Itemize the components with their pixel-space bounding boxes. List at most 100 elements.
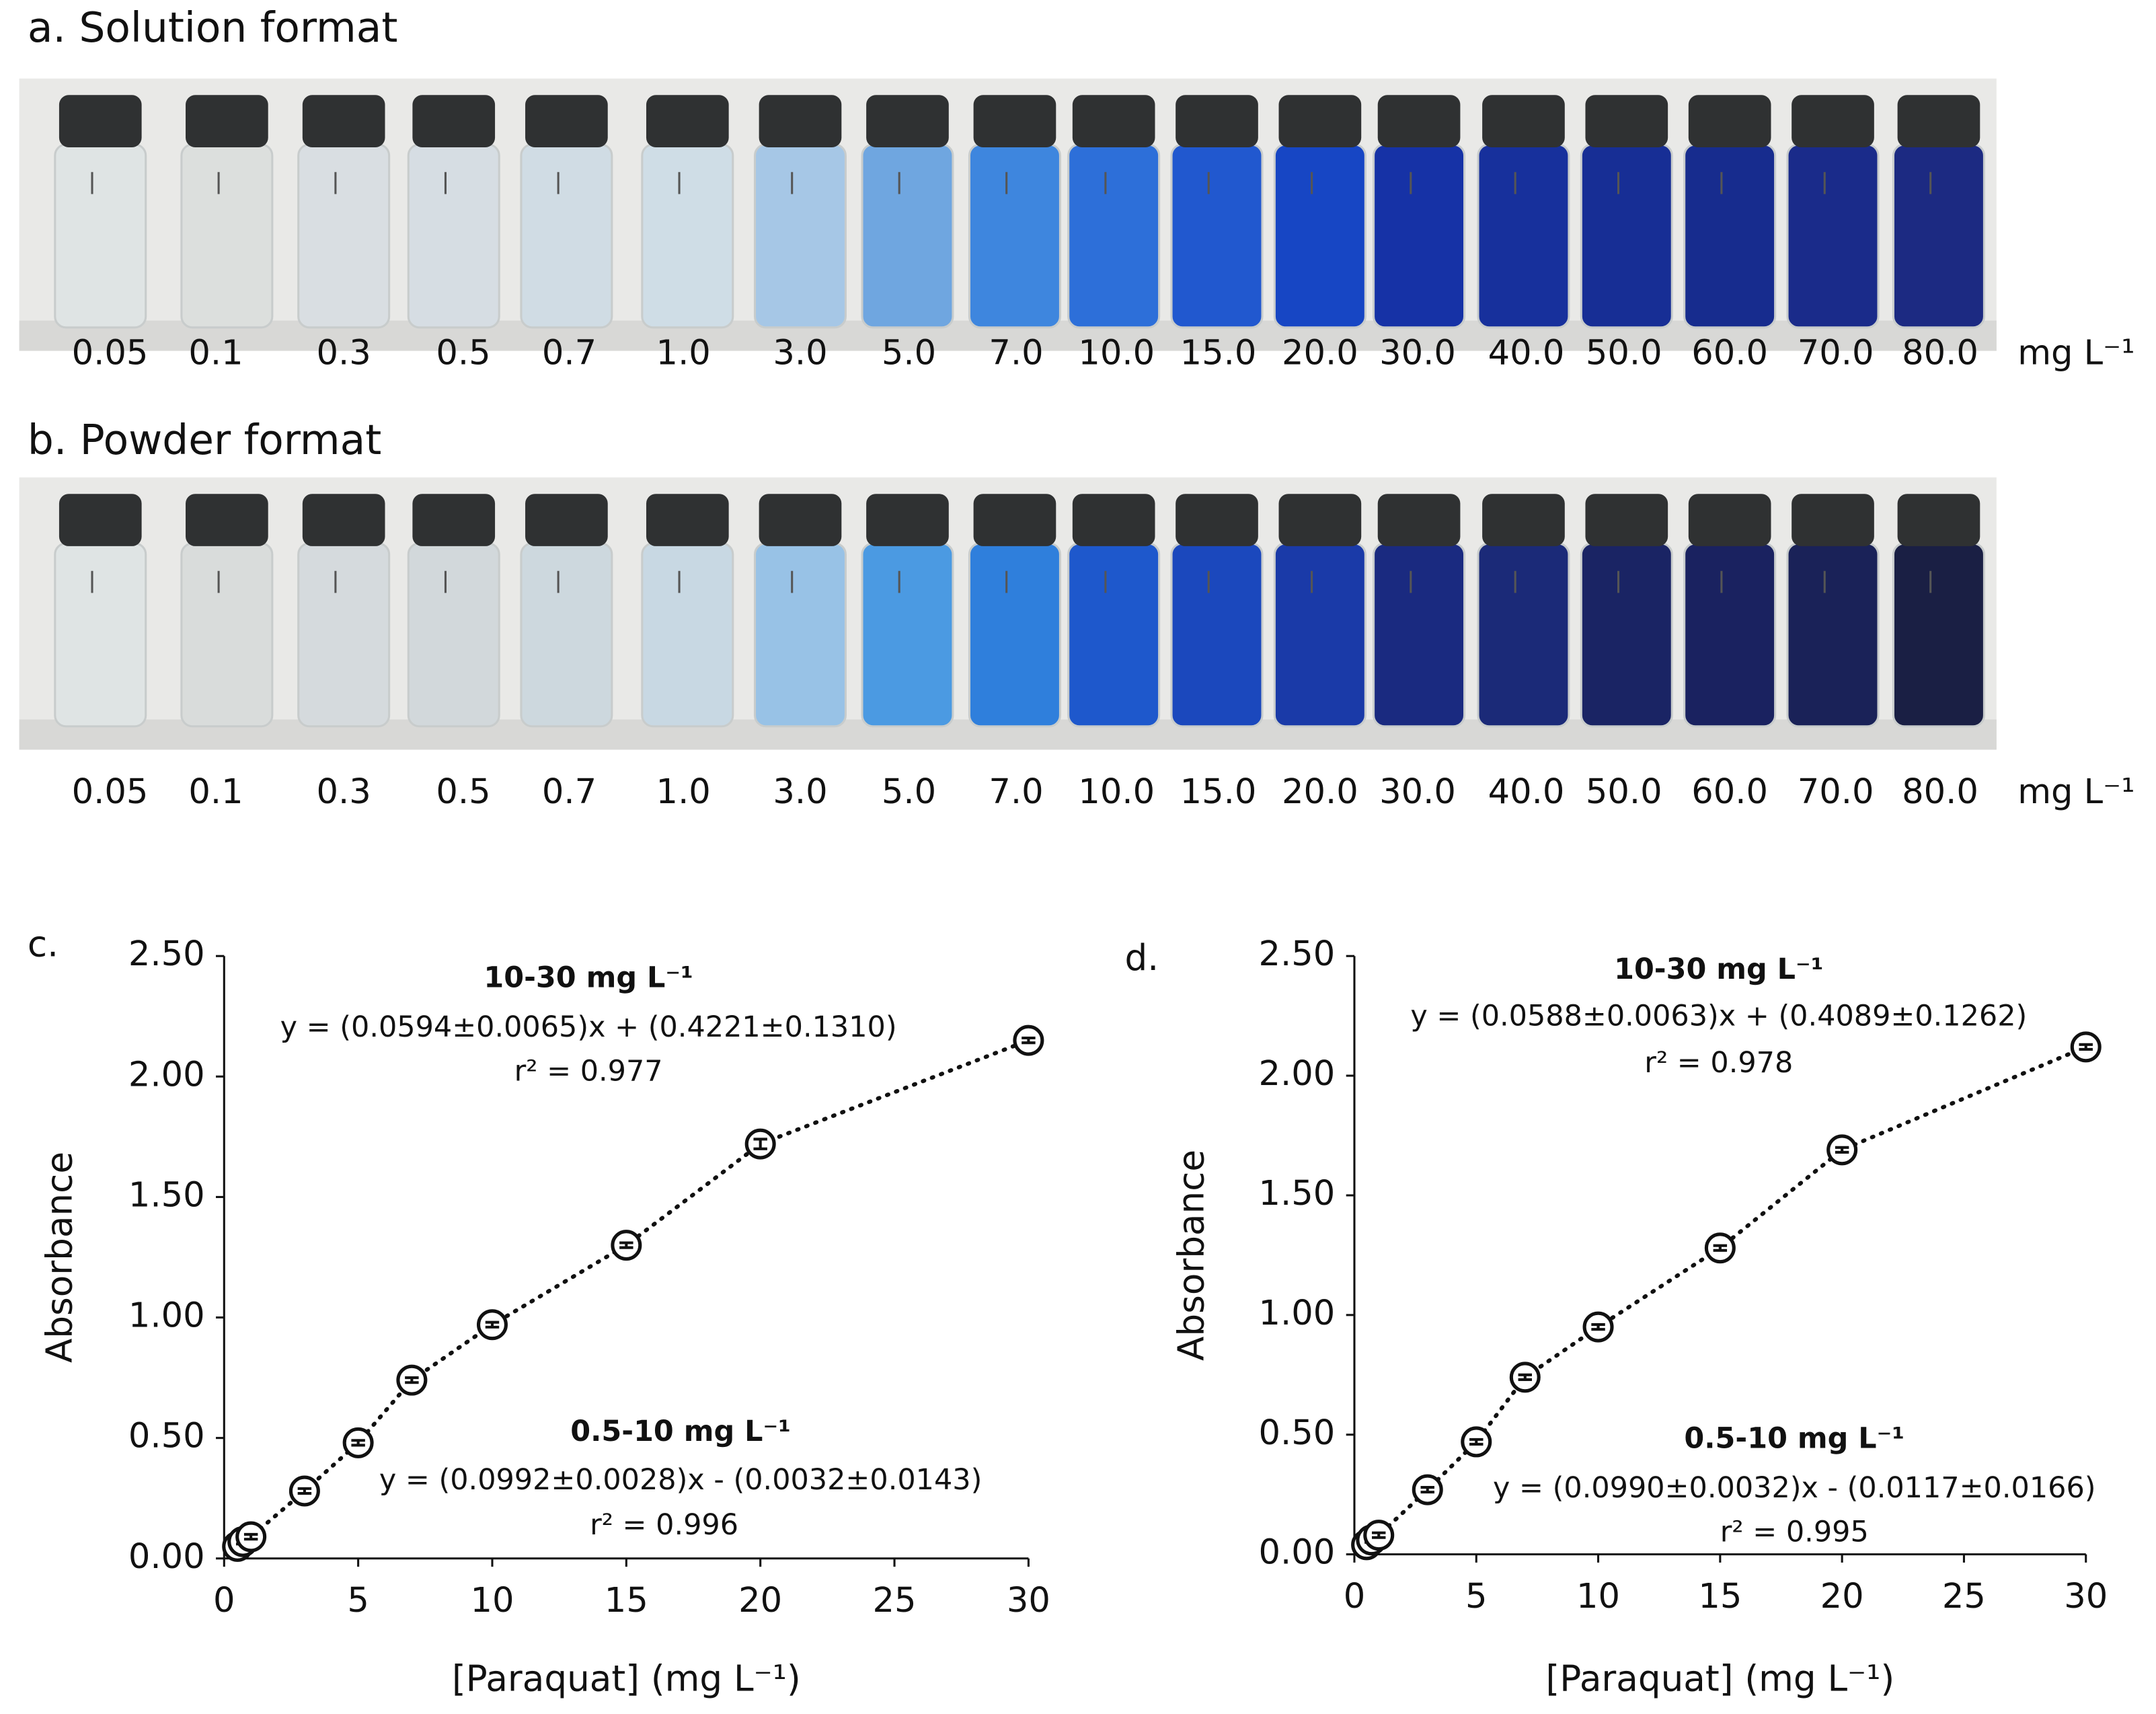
vial-body xyxy=(968,542,1061,728)
y-tick-label: 2.50 xyxy=(1259,934,1336,974)
error-bar xyxy=(1022,1036,1036,1045)
vial-body xyxy=(1477,542,1570,728)
vial-cap xyxy=(412,95,496,147)
x-tick-label: 20 xyxy=(738,1581,782,1620)
vial-cap xyxy=(1377,494,1461,546)
vial-body xyxy=(1273,542,1366,728)
vial-cap xyxy=(1688,494,1771,546)
vial-cap xyxy=(186,494,268,546)
y-tick-label: 0.50 xyxy=(128,1417,205,1456)
x-tick-label: 10 xyxy=(1576,1577,1620,1616)
vial-body xyxy=(54,143,147,329)
vial-body xyxy=(1580,143,1673,329)
vial-cap xyxy=(973,95,1056,147)
vial-body xyxy=(641,542,734,728)
y-tick-label: 1.00 xyxy=(1259,1294,1336,1333)
error-bar xyxy=(1372,1531,1386,1539)
vial-cap xyxy=(302,95,385,147)
x-tick-label: 5 xyxy=(1465,1577,1488,1616)
y-tick-label: 2.00 xyxy=(128,1055,205,1094)
concentration-label: 20.0 xyxy=(1282,772,1358,812)
vial-cap xyxy=(1072,494,1155,546)
vial-cap xyxy=(973,494,1056,546)
concentration-label: 0.05 xyxy=(72,334,149,373)
concentration-label: 1.0 xyxy=(656,334,711,373)
y-tick-label: 0.00 xyxy=(1259,1533,1336,1573)
concentration-label: 1.0 xyxy=(656,772,711,812)
fit-annotation: r² = 0.995 xyxy=(1720,1515,1869,1549)
fit-annotation: 10-30 mg L⁻¹ xyxy=(484,961,693,994)
error-bar xyxy=(243,1532,258,1541)
vial-body xyxy=(1580,542,1673,728)
vial-cap xyxy=(1176,494,1258,546)
error-bar xyxy=(1713,1244,1728,1252)
vial-body xyxy=(1892,542,1985,728)
concentration-label: 50.0 xyxy=(1586,334,1662,373)
concentration-label: 3.0 xyxy=(773,334,827,373)
vial-body xyxy=(861,143,954,329)
concentration-label: 0.05 xyxy=(72,772,149,812)
vial-cap xyxy=(1278,95,1362,147)
concentration-label: 0.1 xyxy=(188,334,243,373)
vial-cap xyxy=(302,494,385,546)
vial-cap xyxy=(525,95,608,147)
concentration-label: 30.0 xyxy=(1379,772,1456,812)
trend-line xyxy=(1364,1045,2088,1547)
x-axis-label: [Paraquat] (mg L⁻¹) xyxy=(452,1657,801,1699)
vial-body xyxy=(753,542,847,728)
fit-annotation: 0.5-10 mg L⁻¹ xyxy=(570,1415,791,1448)
fit-annotation: y = (0.0588±0.0063)x + (0.4089±0.1262) xyxy=(1410,1000,2027,1033)
x-axis-label: [Paraquat] (mg L⁻¹) xyxy=(1545,1657,1894,1699)
concentration-label: 15.0 xyxy=(1180,772,1257,812)
concentration-label: 15.0 xyxy=(1180,334,1257,373)
vial-cap xyxy=(1897,95,1980,147)
vial-body xyxy=(180,542,274,728)
vial-body xyxy=(1373,542,1466,728)
vial-body xyxy=(1892,143,1985,329)
error-bar xyxy=(1835,1146,1849,1154)
vial-body xyxy=(1477,143,1570,329)
vial-cap xyxy=(1176,95,1258,147)
error-bar xyxy=(1469,1438,1484,1446)
vial-body xyxy=(1373,143,1466,329)
unit-label: mg L⁻¹ xyxy=(2017,334,2134,373)
x-tick-label: 30 xyxy=(1007,1581,1050,1620)
fit-annotation: 10-30 mg L⁻¹ xyxy=(1614,953,1823,986)
concentration-label: 7.0 xyxy=(989,772,1043,812)
vial-body xyxy=(1786,542,1880,728)
error-bar xyxy=(485,1320,500,1329)
vial-body xyxy=(968,143,1061,329)
vial-body xyxy=(520,143,613,329)
concentration-label: 50.0 xyxy=(1586,772,1662,812)
vial-body xyxy=(407,143,500,329)
fit-annotation: r² = 0.978 xyxy=(1644,1046,1793,1080)
error-bar xyxy=(297,1487,312,1495)
concentration-label: 0.3 xyxy=(317,772,371,812)
vial-cap xyxy=(759,95,842,147)
y-tick-label: 2.00 xyxy=(1259,1054,1336,1094)
y-tick-label: 0.50 xyxy=(1259,1413,1336,1453)
concentration-label: 60.0 xyxy=(1691,772,1768,812)
concentration-label: 0.7 xyxy=(542,334,596,373)
panel-title: a. Solution format xyxy=(28,4,398,52)
x-tick-label: 15 xyxy=(1698,1577,1742,1616)
concentration-label: 0.3 xyxy=(317,334,371,373)
x-tick-label: 5 xyxy=(347,1581,369,1620)
vial-cap xyxy=(1072,95,1155,147)
vial-body xyxy=(1683,143,1777,329)
vial-cap xyxy=(1377,95,1461,147)
vial-cap xyxy=(1792,95,1874,147)
vial-cap xyxy=(525,494,608,546)
concentration-label: 40.0 xyxy=(1488,334,1565,373)
error-bar xyxy=(1420,1485,1434,1494)
vial-cap xyxy=(1792,494,1874,546)
concentration-label: 5.0 xyxy=(882,334,936,373)
vial-body xyxy=(180,143,274,329)
error-bar xyxy=(405,1376,419,1384)
concentration-label: 10.0 xyxy=(1078,772,1155,812)
x-tick-label: 30 xyxy=(2064,1577,2108,1616)
y-tick-label: 2.50 xyxy=(128,934,205,974)
vial-cap xyxy=(1482,494,1565,546)
vial-body xyxy=(1067,542,1161,728)
